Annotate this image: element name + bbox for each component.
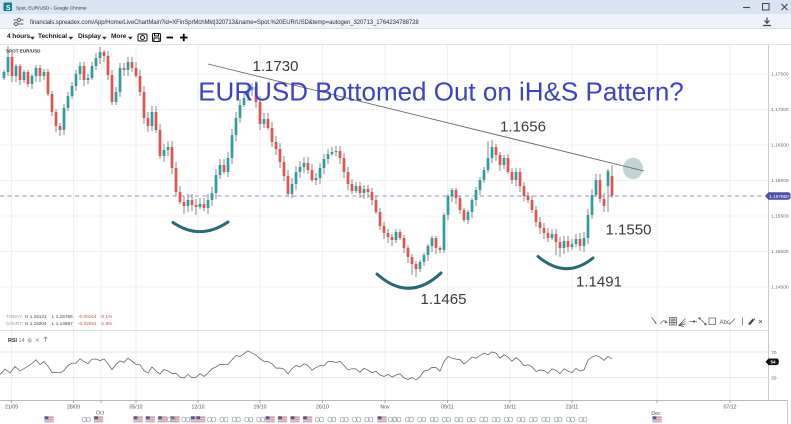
svg-text:L 1.15766: L 1.15766 — [52, 314, 73, 319]
svg-text:1.14500: 1.14500 — [771, 285, 789, 291]
svg-text:21/09: 21/09 — [5, 405, 18, 411]
svg-text:1.157650: 1.157650 — [769, 194, 789, 199]
svg-text:Oct: Oct — [96, 411, 105, 417]
svg-text:TODAY:: TODAY: — [6, 314, 23, 319]
svg-text:1.1465: 1.1465 — [421, 291, 467, 308]
svg-text:1.17000: 1.17000 — [771, 107, 789, 113]
svg-text:✕: ✕ — [35, 338, 40, 344]
svg-text:-0.00164: -0.00164 — [78, 314, 97, 319]
svg-text:Spot, EUR/USD - Google Chrome: Spot, EUR/USD - Google Chrome — [16, 6, 87, 11]
svg-text:S: S — [6, 5, 11, 12]
svg-text:1.1550: 1.1550 — [606, 222, 652, 239]
svg-text:19/10: 19/10 — [254, 405, 267, 411]
svg-text:-0.02091: -0.02091 — [78, 321, 97, 326]
svg-text:-1.8%: -1.8% — [100, 321, 112, 326]
svg-text:-0.1%: -0.1% — [100, 314, 112, 319]
svg-text:SPOT EUR/USD: SPOT EUR/USD — [6, 49, 41, 54]
svg-text:12/10: 12/10 — [192, 405, 205, 411]
svg-text:07/12: 07/12 — [724, 405, 737, 411]
svg-text:1.17500: 1.17500 — [771, 72, 789, 78]
svg-text:1.15500: 1.15500 — [771, 214, 789, 220]
svg-text:54: 54 — [770, 360, 776, 365]
svg-text:30: 30 — [771, 375, 777, 381]
svg-text:23/11: 23/11 — [566, 405, 579, 411]
svg-text:16/11: 16/11 — [504, 405, 517, 411]
svg-text:1.1491: 1.1491 — [576, 274, 622, 291]
svg-text:EURUSD Bottomed Out on iH&S Pa: EURUSD Bottomed Out on iH&S Pattern? — [198, 77, 684, 107]
svg-text:Dec: Dec — [651, 411, 661, 417]
svg-text:70: 70 — [771, 350, 777, 356]
svg-text:financials.spreadex.com/App/Ho: financials.spreadex.com/App/Home/LiveCha… — [30, 20, 419, 26]
svg-text:26/10: 26/10 — [316, 405, 329, 411]
svg-text:1.16500: 1.16500 — [771, 143, 789, 149]
svg-text:CHART:: CHART: — [6, 321, 23, 326]
svg-text:RSI 14: RSI 14 — [8, 338, 24, 344]
svg-text:09/11: 09/11 — [441, 405, 454, 411]
svg-text:1.16000: 1.16000 — [771, 178, 789, 184]
svg-text:1.1656: 1.1656 — [500, 119, 546, 136]
svg-text:05/10: 05/10 — [130, 405, 143, 411]
svg-text:H 1.16121: H 1.16121 — [25, 314, 47, 319]
svg-text:1.1730: 1.1730 — [253, 58, 299, 75]
svg-text:⚙: ⚙ — [27, 338, 32, 345]
svg-text:H 1.18204: H 1.18204 — [25, 321, 47, 326]
svg-text:Nov: Nov — [380, 405, 390, 411]
svg-text:1.15000: 1.15000 — [771, 249, 789, 255]
svg-text:28/09: 28/09 — [67, 405, 80, 411]
svg-text:Abc: Abc — [720, 320, 730, 326]
svg-text:L 1.14687: L 1.14687 — [52, 321, 73, 326]
